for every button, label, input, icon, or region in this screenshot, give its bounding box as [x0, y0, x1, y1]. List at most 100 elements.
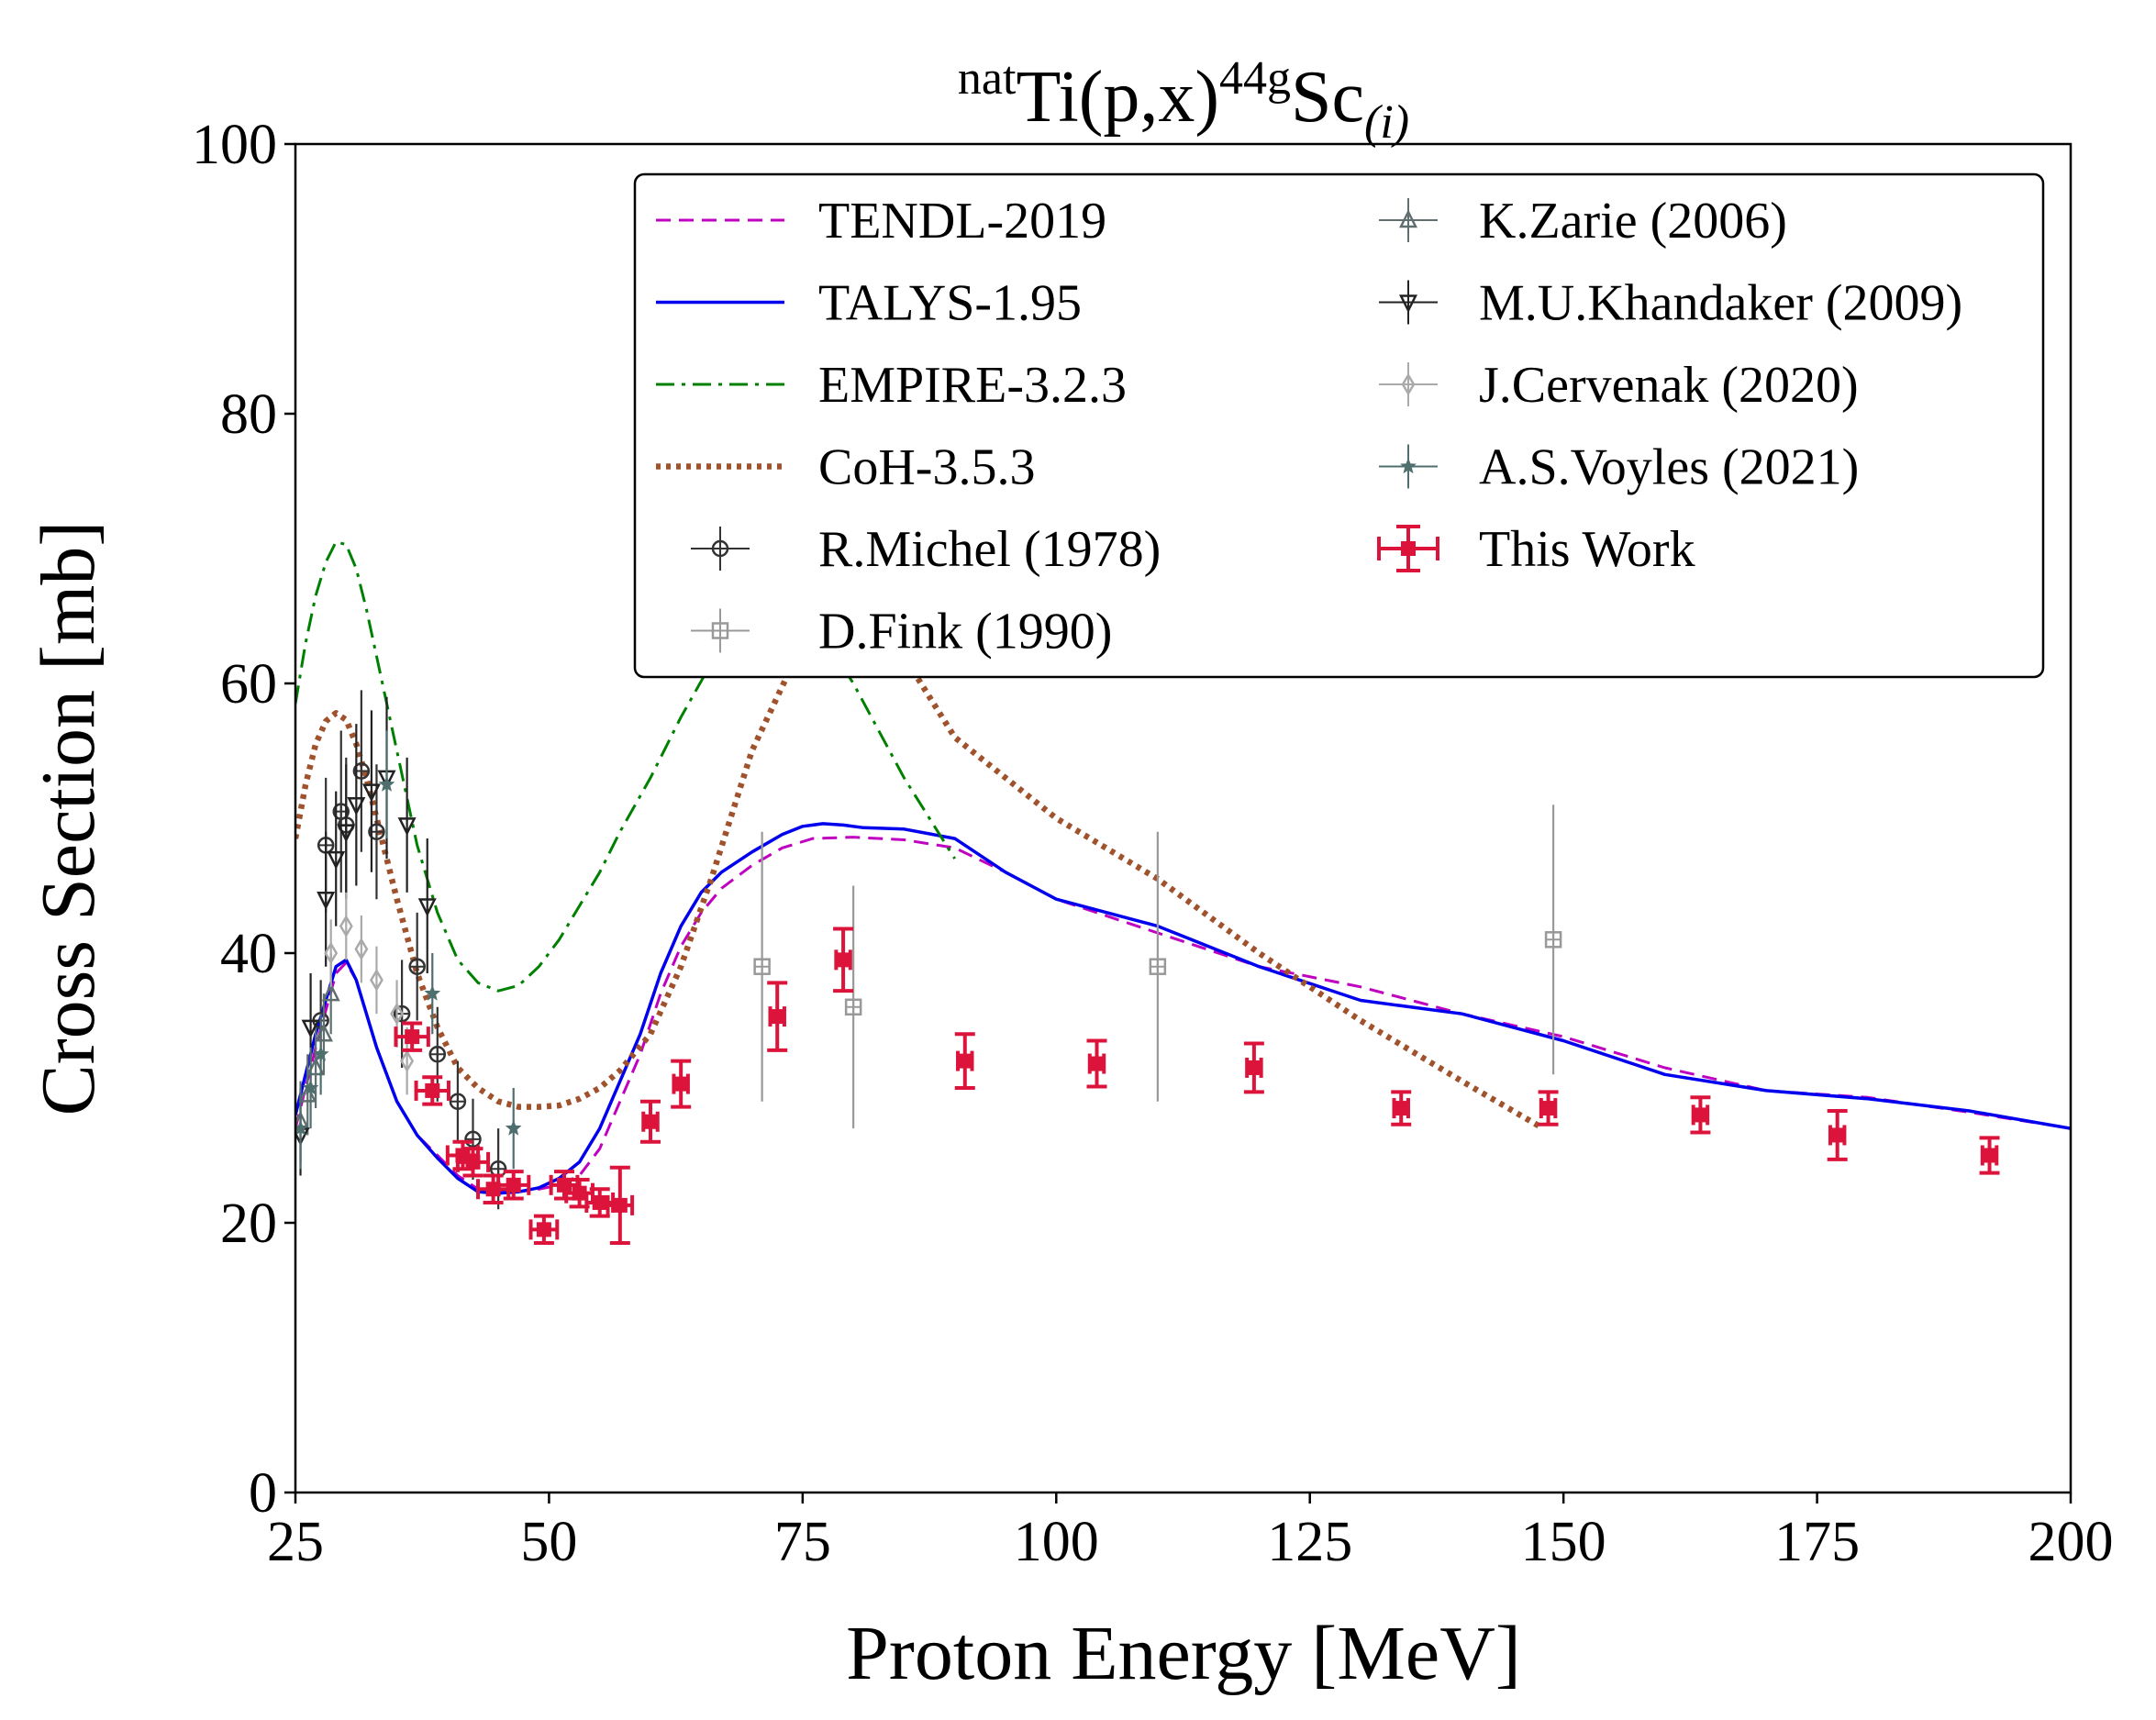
data-point [397, 817, 417, 837]
data-point [405, 1029, 420, 1045]
legend-item-k-zarie-2006: K.Zarie (2006) [1379, 193, 1787, 250]
data-point [770, 1009, 785, 1025]
series-j-cervenak-2020 [324, 892, 415, 1095]
series-line-coh-3-5-3 [295, 599, 1545, 1131]
data-point [369, 968, 383, 992]
y-tick-label: 60 [220, 653, 277, 716]
legend-box [633, 172, 2045, 679]
data-point [301, 1019, 320, 1038]
series-a-s-voyles-2021 [295, 730, 522, 1170]
data-point [506, 1177, 521, 1193]
data-point [354, 938, 369, 961]
legend-marker [711, 539, 729, 558]
x-tick-label: 75 [774, 1511, 831, 1573]
legend-label: M.U.Khandaker (2009) [1479, 275, 1962, 332]
title-subscript: (i) [1364, 96, 1409, 149]
title-prefix-superscript: nat [958, 52, 1017, 105]
data-point [1829, 1127, 1845, 1143]
x-tick-label: 150 [1521, 1511, 1606, 1573]
data-point [505, 1119, 522, 1136]
legend-item-coh-3-5-3: CoH-3.5.3 [656, 439, 1035, 496]
legend-marker [1400, 458, 1417, 474]
legend-label: J.Cervenak (2020) [1479, 357, 1859, 414]
legend-item-d-fink-1990: D.Fink (1990) [691, 604, 1112, 660]
y-tick-label: 0 [249, 1462, 277, 1525]
data-point [1544, 931, 1562, 949]
data-point [464, 1130, 482, 1149]
series-talys-1-95 [295, 822, 2071, 1195]
chart-title: natTi(p,x)44gSc(i) [958, 52, 1409, 149]
data-point [844, 998, 862, 1016]
legend-marker [1398, 209, 1418, 228]
y-tick-label: 20 [220, 1193, 277, 1255]
x-tick-label: 200 [2028, 1511, 2114, 1573]
legend-marker [1401, 372, 1416, 396]
data-point [753, 958, 771, 975]
data-point [612, 1197, 628, 1213]
legend-label: TALYS-1.95 [818, 275, 1082, 332]
data-point [302, 1079, 319, 1095]
legend-marker [1401, 541, 1416, 556]
data-point [1089, 1056, 1105, 1071]
legend-label: This Work [1479, 521, 1695, 578]
title-element: Sc [1291, 57, 1364, 138]
data-point [1540, 1101, 1556, 1116]
series-d-fink-1990 [753, 805, 1562, 1129]
data-point [1149, 958, 1167, 975]
data-point [1693, 1107, 1708, 1123]
legend-item-r-michel-1978: R.Michel (1978) [691, 521, 1161, 578]
data-point [408, 958, 426, 975]
series-line-talys-1-95 [295, 822, 2071, 1195]
data-point [592, 1194, 607, 1210]
data-point [400, 1049, 415, 1073]
data-point [1982, 1148, 1997, 1163]
x-tick-label: 100 [1014, 1511, 1099, 1573]
data-point [324, 941, 339, 965]
legend-label: CoH-3.5.3 [818, 439, 1035, 496]
x-axis-title: Proton Energy [MeV] [846, 1611, 1521, 1696]
data-point [1394, 1101, 1409, 1116]
y-tick-label: 80 [220, 383, 277, 446]
legend-item-a-s-voyles-2021: A.S.Voyles (2021) [1379, 439, 1859, 496]
x-tick-label: 25 [267, 1511, 324, 1573]
data-point [361, 783, 381, 803]
legend-item-m-u-khandaker-2009: M.U.Khandaker (2009) [1379, 275, 1962, 332]
data-point [317, 891, 336, 910]
data-point [306, 1057, 326, 1076]
legend-label: TENDL-2019 [818, 193, 1106, 250]
legend-item-tendl-2019: TENDL-2019 [656, 193, 1106, 250]
series-coh-3-5-3 [295, 599, 1545, 1131]
legend-item-j-cervenak-2020: J.Cervenak (2020) [1379, 357, 1859, 414]
data-point [417, 898, 437, 917]
data-point [643, 1114, 658, 1129]
legend-label: A.S.Voyles (2021) [1479, 439, 1859, 496]
data-point [295, 1119, 309, 1136]
plot-frame [294, 142, 2073, 1494]
data-point [378, 775, 395, 792]
data-point [321, 982, 340, 1002]
series-this-work [394, 927, 2000, 1246]
y-tick-label: 100 [192, 114, 277, 176]
legend-label: K.Zarie (2006) [1479, 193, 1787, 250]
legend: TENDL-2019 TALYS-1.95 EMPIRE-3.2.3 CoH-3.5.… [633, 172, 2045, 679]
data-point [465, 1154, 481, 1170]
data-point [327, 850, 346, 870]
x-tick-label: 175 [1774, 1511, 1860, 1573]
data-point [424, 984, 441, 1001]
x-tick-label: 50 [520, 1511, 577, 1573]
legend-marker [1398, 294, 1418, 314]
data-point [347, 797, 366, 816]
data-point [836, 952, 851, 968]
data-point [312, 1045, 329, 1061]
data-point [428, 1046, 447, 1063]
data-point [1246, 1060, 1261, 1075]
legend-error-caps [1377, 525, 1439, 572]
legend-label: D.Fink (1990) [818, 604, 1112, 660]
data-point [425, 1082, 440, 1098]
data-point [449, 1093, 467, 1110]
legend-item-talys-1-95: TALYS-1.95 [656, 275, 1082, 332]
legend-label: EMPIRE-3.2.3 [818, 357, 1127, 414]
data-point [536, 1222, 551, 1237]
axes-layer: 25 50 75 100 125 150 175 200 0 20 40 60 80 100 [192, 114, 2114, 1573]
